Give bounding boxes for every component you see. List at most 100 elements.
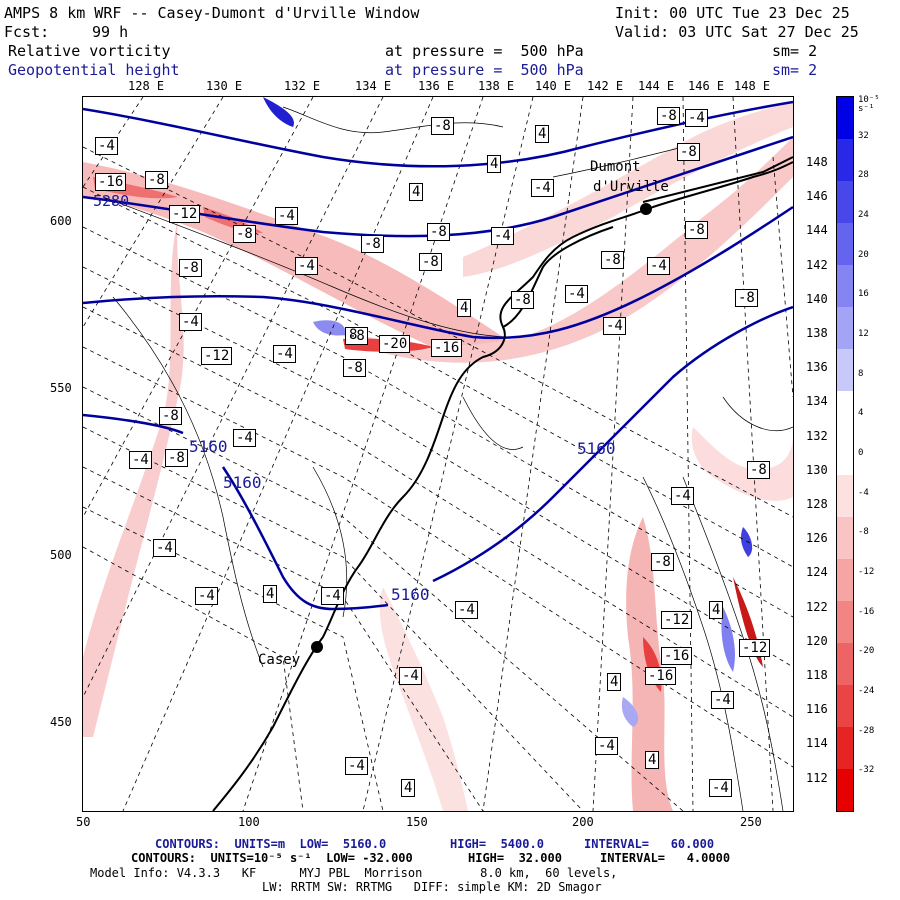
lon-right-label: 140 E bbox=[806, 291, 843, 306]
height-contour-label: 5160 bbox=[391, 585, 430, 604]
vorticity-label: -8 bbox=[427, 223, 450, 241]
vorticity-label: -4 bbox=[153, 539, 176, 557]
lon-right-label: 126 E bbox=[806, 531, 843, 546]
vorticity-label: 4 bbox=[709, 601, 724, 619]
colorbar-label: -12 bbox=[858, 567, 875, 577]
vorticity-label: -8 bbox=[165, 449, 188, 467]
vorticity-label: -4 bbox=[711, 691, 734, 709]
vorticity-label: -4 bbox=[345, 757, 368, 775]
colorbar-label: 20 bbox=[858, 249, 869, 260]
lon-right-label: 136 E bbox=[806, 360, 843, 375]
x-axis-label: 100 bbox=[238, 815, 260, 829]
colorbar-label: -4 bbox=[858, 487, 869, 498]
vorticity-label: -20 bbox=[379, 335, 411, 353]
vorticity-label: -4 bbox=[491, 227, 514, 245]
colorbar-label: -20 bbox=[858, 646, 875, 657]
vorticity-label: 4 bbox=[607, 673, 622, 691]
lon-top-label: 130 E bbox=[206, 79, 243, 93]
lon-top-label: 132 E bbox=[284, 79, 321, 93]
vorticity-label: -4 bbox=[321, 587, 344, 605]
vorticity-label: 4 bbox=[645, 751, 660, 769]
colorbar-segment bbox=[837, 265, 853, 307]
colorbar-segment bbox=[837, 769, 853, 811]
field2-level: at pressure = 500 hPa bbox=[385, 61, 584, 79]
vorticity-label: -8 bbox=[657, 107, 680, 125]
vorticity-label: -8 bbox=[233, 225, 256, 243]
field1-smoothing: sm= 2 bbox=[772, 42, 818, 60]
vorticity-label: 4 bbox=[535, 125, 550, 143]
init-time: Init: 00 UTC Tue 23 Dec 25 bbox=[615, 4, 850, 22]
footer-model-info: Model Info: V4.3.3 KF MYJ PBL Morrison 8… bbox=[90, 866, 618, 880]
height-contour-label: 5160 bbox=[577, 439, 616, 458]
vorticity-label: -4 bbox=[95, 137, 118, 155]
colorbar-label: 16 bbox=[858, 289, 869, 300]
colorbar-units: 10⁻⁵ s⁻¹ bbox=[858, 95, 880, 114]
vorticity-label: -4 bbox=[179, 313, 202, 331]
colorbar-segment bbox=[837, 433, 853, 475]
vorticity-label: -8 bbox=[361, 235, 384, 253]
vorticity-label: 4 bbox=[487, 155, 502, 173]
colorbar-segment bbox=[837, 391, 853, 433]
colorbar-label: 0 bbox=[858, 448, 864, 458]
vorticity-label: 4 bbox=[409, 183, 424, 201]
lon-top-label: 134 E bbox=[355, 79, 392, 93]
footer-height-contours: CONTOURS: UNITS=m LOW= 5160.0 bbox=[155, 837, 387, 851]
field1-name: Relative vorticity bbox=[8, 42, 171, 60]
lon-right-label: 134 E bbox=[806, 394, 843, 409]
vorticity-label: -4 bbox=[647, 257, 670, 275]
vorticity-label: -8 bbox=[145, 171, 168, 189]
y-axis-label: 500 bbox=[50, 548, 72, 562]
y-axis-label: 600 bbox=[50, 214, 72, 228]
vorticity-label: -12 bbox=[661, 611, 693, 629]
vorticity-label: -8 bbox=[747, 461, 770, 479]
footer-height-high: HIGH= 5400.0 bbox=[450, 837, 544, 851]
lon-top-label: 144 E bbox=[638, 79, 675, 93]
height-contour-label: 5160 bbox=[223, 473, 262, 492]
vorticity-label: -8 bbox=[345, 327, 368, 345]
lon-right-label: 132 E bbox=[806, 428, 843, 443]
lon-top-label: 138 E bbox=[478, 79, 515, 93]
lon-right-label: 112 E bbox=[806, 770, 843, 785]
vorticity-label: -4 bbox=[233, 429, 256, 447]
vorticity-label: -8 bbox=[343, 359, 366, 377]
vorticity-label: -4 bbox=[129, 451, 152, 469]
colorbar-segment bbox=[837, 559, 853, 601]
vorticity-label: -4 bbox=[195, 587, 218, 605]
colorbar-label: -32 bbox=[858, 765, 875, 776]
lon-right-label: 130 E bbox=[806, 462, 843, 477]
vorticity-label: -8 bbox=[511, 291, 534, 309]
dumont-durville-station-marker bbox=[640, 203, 652, 215]
colorbar-label: 8 bbox=[858, 368, 864, 379]
vorticity-label: -8 bbox=[601, 251, 624, 269]
forecast-hours: 99 h bbox=[92, 23, 129, 41]
footer-vort-high: HIGH= 32.000 bbox=[468, 851, 562, 865]
colorbar-label: 28 bbox=[858, 170, 869, 181]
vorticity-label: -4 bbox=[455, 601, 478, 619]
footer-vort-interval: INTERVAL= 4.0000 bbox=[600, 851, 731, 865]
place-label-dumont: Dumont bbox=[590, 159, 641, 175]
field2-name: Geopotential height bbox=[8, 61, 180, 79]
x-axis-label: 250 bbox=[740, 815, 762, 829]
lon-top-label: 128 E bbox=[128, 79, 165, 93]
vorticity-label: -8 bbox=[419, 253, 442, 271]
lon-right-label: 148 E bbox=[806, 155, 843, 169]
lon-right-label: 146 E bbox=[806, 189, 843, 204]
field1-level: at pressure = 500 hPa bbox=[385, 42, 584, 60]
vorticity-label: -4 bbox=[603, 317, 626, 335]
lon-right-label: 128 E bbox=[806, 497, 843, 511]
colorbar-label: -24 bbox=[858, 686, 875, 696]
colorbar-label: 24 bbox=[858, 210, 869, 220]
footer-physics-info: LW: RRTM SW: RRTMG DIFF: simple KM: 2D S… bbox=[262, 880, 602, 894]
vorticity-label: -8 bbox=[159, 407, 182, 425]
vorticity-label: -4 bbox=[295, 257, 318, 275]
colorbar-segment bbox=[837, 643, 853, 685]
lon-top-label: 136 E bbox=[418, 79, 455, 93]
lon-top-label: 142 E bbox=[587, 79, 624, 93]
x-axis-label: 50 bbox=[76, 815, 91, 829]
lon-right-label: 114 E bbox=[806, 736, 843, 751]
vorticity-label: -4 bbox=[595, 737, 618, 755]
x-axis-label: 150 bbox=[406, 815, 428, 829]
lon-top-label: 148 E bbox=[734, 79, 771, 93]
vorticity-label: -8 bbox=[431, 117, 454, 135]
field2-smoothing: sm= 2 bbox=[772, 61, 818, 79]
